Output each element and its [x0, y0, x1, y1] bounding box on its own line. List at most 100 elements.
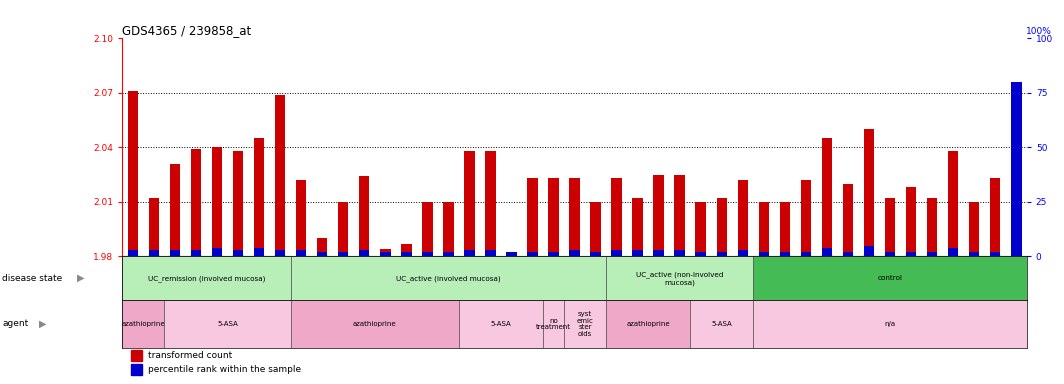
Bar: [800, 180, 811, 257]
Bar: [464, 151, 475, 257]
Text: disease state: disease state: [2, 274, 63, 283]
Bar: [359, 177, 369, 257]
Bar: [990, 252, 1000, 257]
Bar: [632, 250, 643, 257]
Text: 5-ASA: 5-ASA: [712, 321, 732, 327]
Text: 100%: 100%: [1026, 26, 1051, 36]
Bar: [149, 198, 160, 257]
Bar: [212, 147, 222, 257]
Bar: [653, 250, 664, 257]
Bar: [528, 178, 537, 257]
Bar: [464, 250, 475, 257]
Text: n/a: n/a: [884, 321, 896, 327]
Bar: [317, 252, 328, 257]
Bar: [212, 248, 222, 257]
Bar: [359, 250, 369, 257]
Bar: [612, 178, 621, 257]
Bar: [380, 249, 390, 257]
Bar: [591, 202, 601, 257]
Bar: [948, 248, 959, 257]
Bar: [948, 151, 959, 257]
Bar: [128, 250, 138, 257]
Bar: [569, 178, 580, 257]
Bar: [843, 184, 853, 257]
Bar: [485, 250, 496, 257]
Bar: [443, 202, 453, 257]
Bar: [131, 350, 143, 361]
Bar: [606, 257, 753, 300]
Bar: [165, 300, 290, 348]
Bar: [564, 300, 606, 348]
Bar: [233, 151, 244, 257]
Bar: [296, 180, 306, 257]
Bar: [422, 252, 433, 257]
Bar: [653, 175, 664, 257]
Bar: [338, 252, 348, 257]
Bar: [338, 202, 348, 257]
Bar: [737, 250, 748, 257]
Text: GDS4365 / 239858_at: GDS4365 / 239858_at: [122, 24, 251, 37]
Bar: [548, 252, 559, 257]
Bar: [885, 252, 895, 257]
Text: UC_remission (involved mucosa): UC_remission (involved mucosa): [148, 275, 265, 281]
Bar: [422, 202, 433, 257]
Bar: [1011, 82, 1021, 257]
Bar: [780, 252, 791, 257]
Bar: [591, 252, 601, 257]
Bar: [753, 257, 1027, 300]
Text: azathioprine: azathioprine: [121, 321, 165, 327]
Bar: [275, 95, 285, 257]
Bar: [569, 250, 580, 257]
Bar: [716, 252, 727, 257]
Text: no
treatment: no treatment: [536, 318, 571, 330]
Bar: [254, 138, 264, 257]
Text: azathioprine: azathioprine: [353, 321, 397, 327]
Bar: [122, 257, 290, 300]
Bar: [632, 198, 643, 257]
Bar: [885, 198, 895, 257]
Bar: [675, 175, 685, 257]
Bar: [122, 300, 165, 348]
Bar: [317, 238, 328, 257]
Bar: [864, 129, 875, 257]
Bar: [443, 252, 453, 257]
Bar: [969, 252, 980, 257]
Bar: [737, 180, 748, 257]
Bar: [233, 250, 244, 257]
Bar: [716, 198, 727, 257]
Bar: [548, 178, 559, 257]
Bar: [190, 250, 201, 257]
Text: control: control: [878, 275, 902, 281]
Text: UC_active (non-involved
mucosa): UC_active (non-involved mucosa): [636, 271, 724, 286]
Bar: [528, 252, 537, 257]
Bar: [905, 252, 916, 257]
Bar: [780, 202, 791, 257]
Text: ▶: ▶: [39, 319, 47, 329]
Bar: [275, 250, 285, 257]
Text: 5-ASA: 5-ASA: [217, 321, 238, 327]
Bar: [254, 248, 264, 257]
Bar: [128, 91, 138, 257]
Bar: [675, 250, 685, 257]
Text: percentile rank within the sample: percentile rank within the sample: [148, 365, 301, 374]
Text: syst
emic
ster
oids: syst emic ster oids: [577, 311, 594, 337]
Bar: [459, 300, 543, 348]
Bar: [131, 364, 143, 375]
Bar: [990, 178, 1000, 257]
Bar: [696, 202, 706, 257]
Bar: [759, 252, 769, 257]
Bar: [543, 300, 564, 348]
Bar: [927, 252, 937, 257]
Bar: [290, 257, 606, 300]
Bar: [401, 244, 412, 257]
Bar: [691, 300, 753, 348]
Bar: [1011, 147, 1021, 257]
Bar: [821, 248, 832, 257]
Bar: [969, 202, 980, 257]
Bar: [290, 300, 459, 348]
Text: azathioprine: azathioprine: [627, 321, 670, 327]
Bar: [753, 300, 1027, 348]
Text: ▶: ▶: [77, 273, 84, 283]
Text: UC_active (involved mucosa): UC_active (involved mucosa): [396, 275, 501, 281]
Bar: [927, 198, 937, 257]
